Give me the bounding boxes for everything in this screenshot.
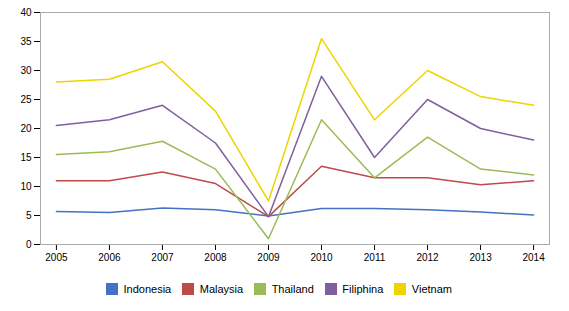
- svg-text:2014: 2014: [522, 252, 545, 263]
- svg-text:2007: 2007: [151, 252, 174, 263]
- svg-text:25: 25: [20, 94, 32, 105]
- svg-text:30: 30: [20, 65, 32, 76]
- svg-text:2013: 2013: [469, 252, 492, 263]
- html-text:Vietnam: Vietnam: [411, 282, 452, 295]
- svg-text:35: 35: [20, 36, 32, 47]
- svg-text:2012: 2012: [416, 252, 439, 263]
- html-text:Malaysia: Malaysia: [199, 282, 244, 295]
- svg-text:2009: 2009: [257, 252, 280, 263]
- svg-text:20: 20: [20, 123, 32, 134]
- html-text:Indonesia: Indonesia: [123, 282, 172, 295]
- svg-text:2008: 2008: [204, 252, 227, 263]
- html-text:Filiphina: Filiphina: [342, 282, 384, 295]
- svg-text:0: 0: [26, 239, 32, 250]
- svg-text:10: 10: [20, 181, 32, 192]
- html-text:Thailand: Thailand: [271, 282, 314, 295]
- svg-text:2006: 2006: [98, 252, 121, 263]
- svg-text:40: 40: [20, 7, 32, 18]
- svg-text:15: 15: [20, 152, 32, 163]
- svg-text:2005: 2005: [45, 252, 68, 263]
- svg-text:2011: 2011: [364, 252, 386, 263]
- svg-text:5: 5: [26, 210, 32, 221]
- svg-text:2010: 2010: [310, 252, 333, 263]
